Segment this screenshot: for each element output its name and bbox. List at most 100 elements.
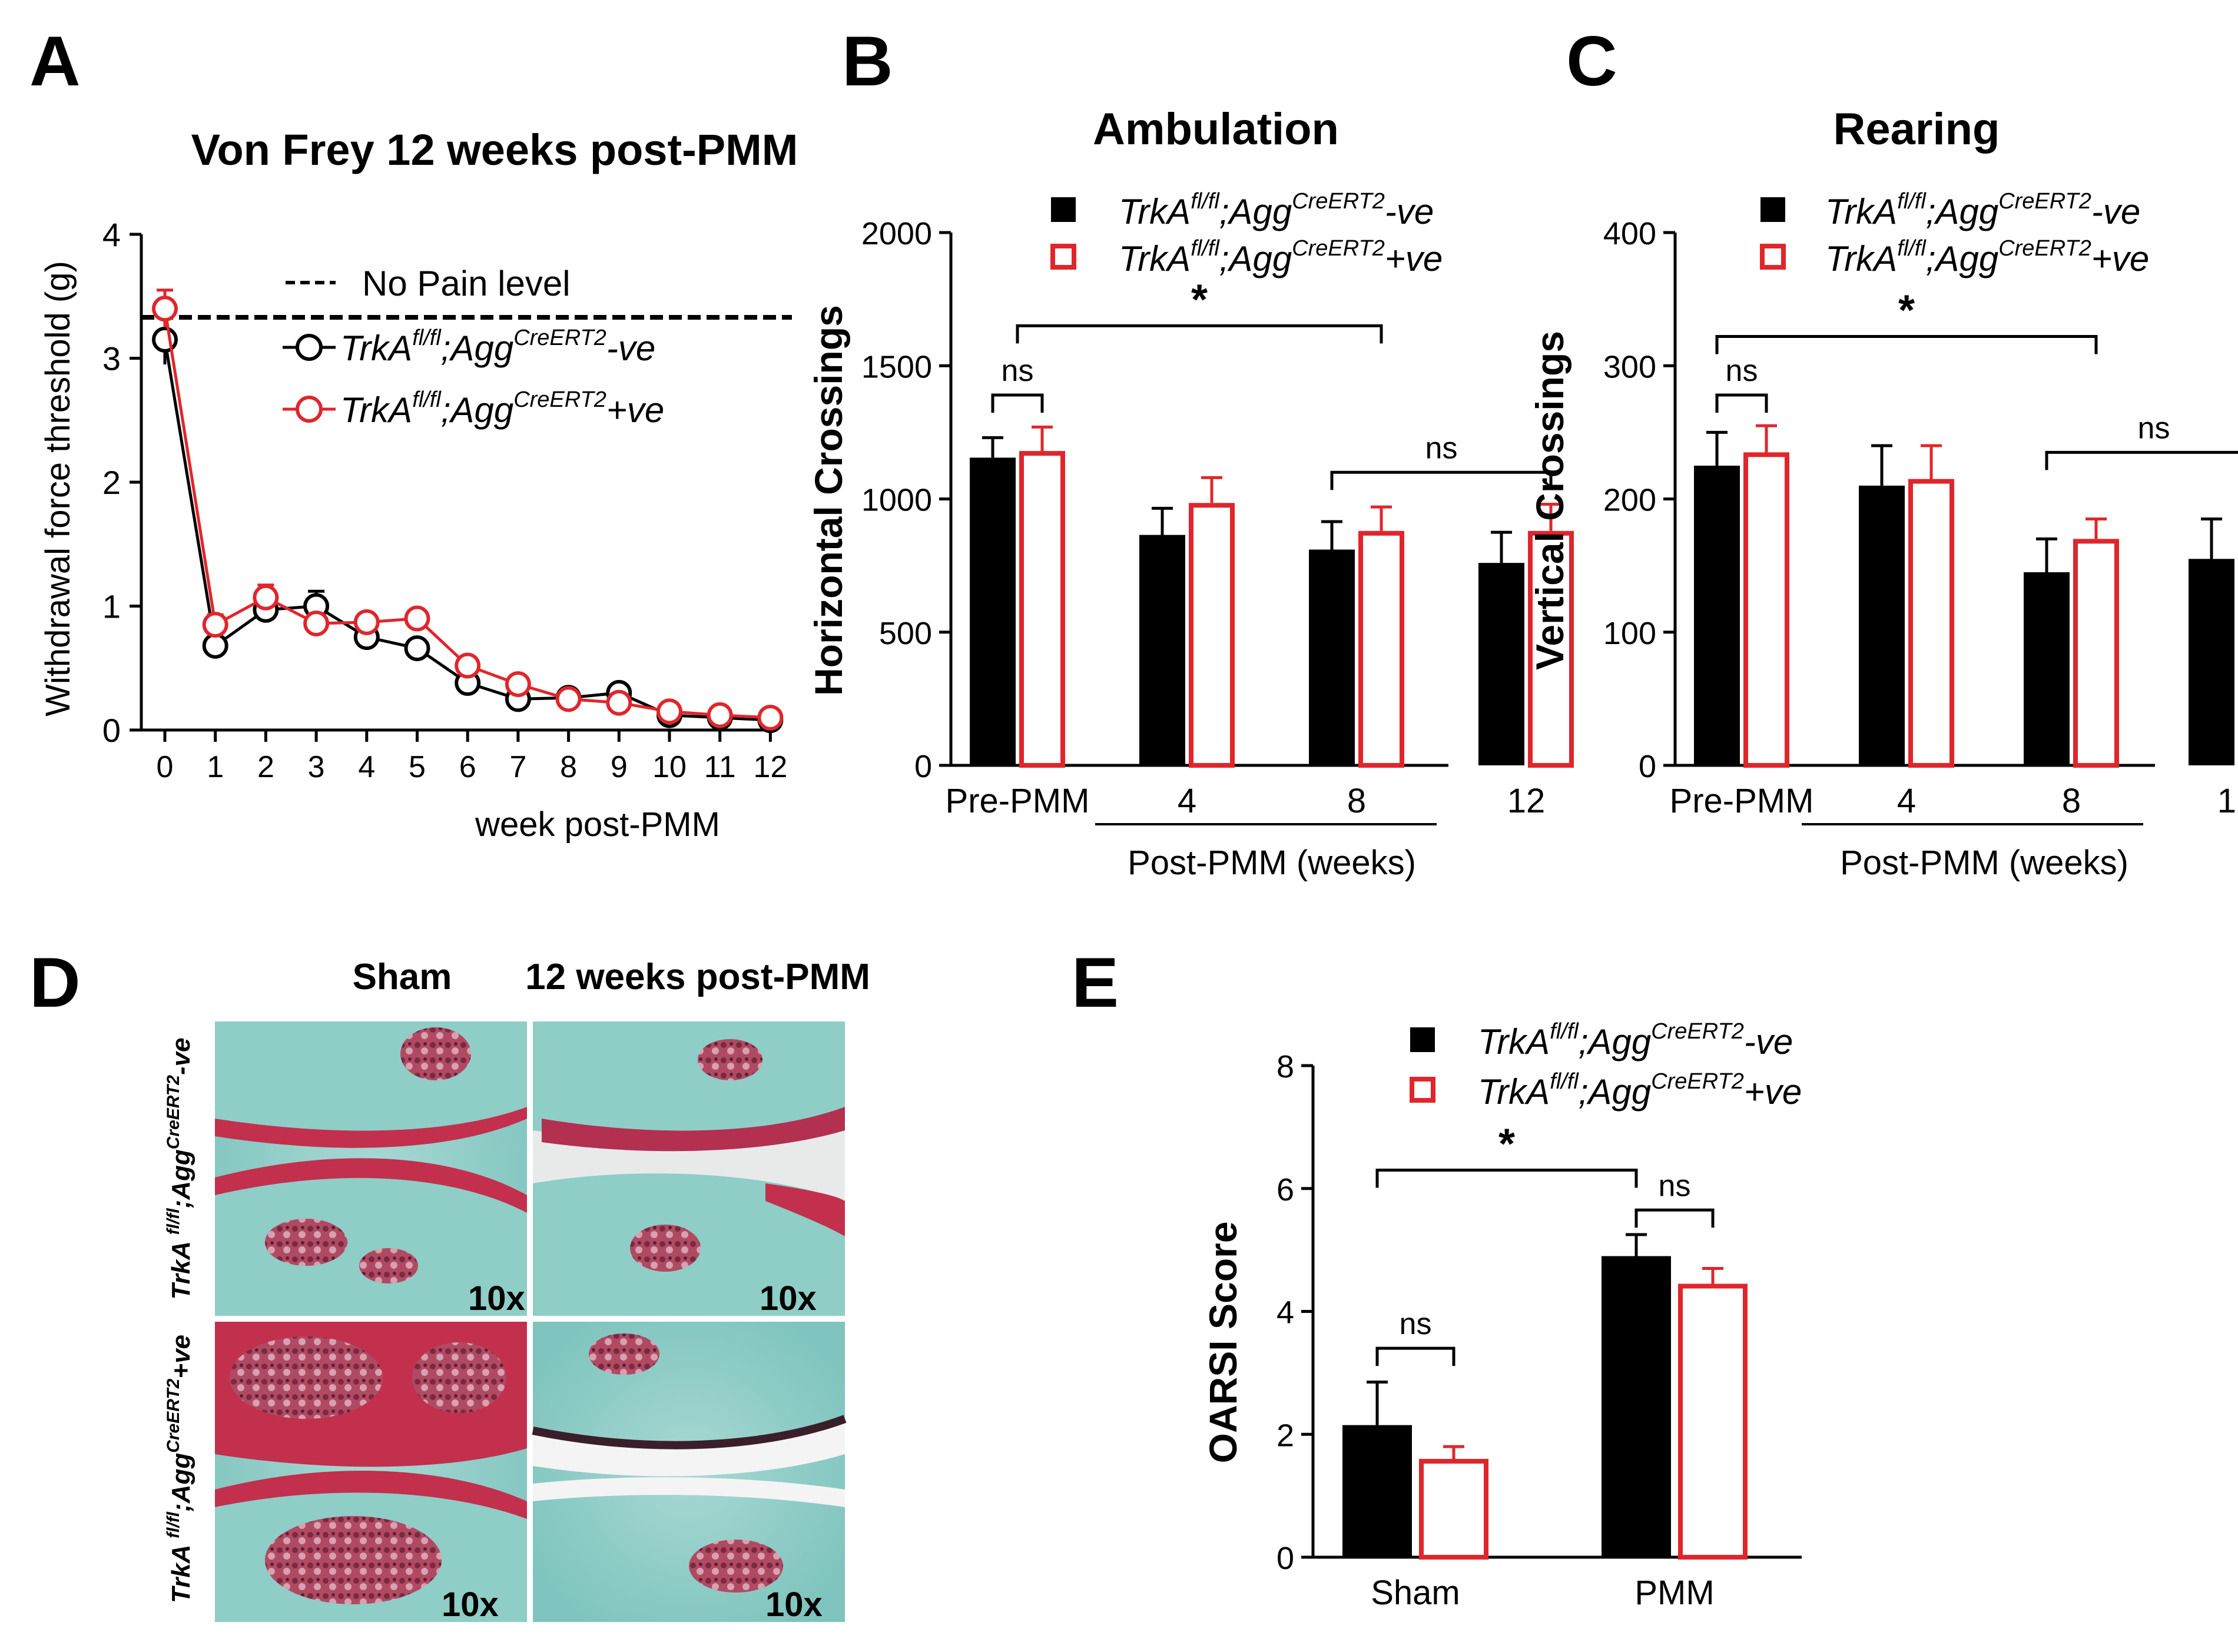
chart-a-xtick-label: 6 (459, 750, 476, 784)
chart-e-ytick-label: 8 (1277, 1049, 1294, 1084)
histology-mag-4: 10x (765, 1585, 823, 1624)
chart-a-ytick-label: 1 (102, 588, 121, 625)
chart-b-ytick-label: 1500 (861, 349, 932, 384)
legend-e-pos-swatch (1410, 1077, 1435, 1103)
chart-c-category-label: Pre-PMM (1670, 782, 1814, 820)
chart-a-point-pos (152, 296, 178, 322)
chart-b-bar-pos (1189, 503, 1235, 768)
legend-e-pos-label: TrkAfl/fl;AggCreERT2+ve (1478, 1069, 1802, 1112)
chart-e-significance-bracket (1634, 1208, 1715, 1228)
chart-c-bar-neg (2024, 572, 2070, 765)
chart-c-ytick-label: 400 (1603, 216, 1656, 251)
chart-a-xtick-label: 5 (409, 750, 426, 784)
panel-b-bar-chart: Ambulation Horizontal Crossings TrkAfl/f… (807, 104, 1574, 882)
legend-a-pos-marker (296, 396, 323, 423)
chart-c-category-label: 8 (2062, 782, 2081, 820)
chart-a-point-neg (202, 632, 228, 659)
chart-e-bar-pos (1678, 1283, 1748, 1560)
histology-image-sham-neg: 10x (215, 1021, 527, 1318)
chart-b-ylabel: Horizontal Crossings (807, 305, 850, 696)
chart-e-bar-neg (1342, 1425, 1412, 1557)
chart-c-legend: TrkAfl/fl;AggCreERT2-ve TrkAfl/fl;AggCre… (1760, 189, 2149, 278)
chart-a-point-pos (303, 610, 330, 636)
chart-e-category-label: Sham (1371, 1574, 1460, 1612)
chart-b-title: Ambulation (1093, 104, 1339, 154)
chart-e-significance-bracket (1375, 1346, 1455, 1366)
chart-c-bar-pos (1908, 479, 1954, 768)
chart-a-xtick-label: 0 (157, 750, 174, 784)
chart-a-point-neg (152, 326, 178, 353)
chart-e-legend: TrkAfl/fl;AggCreERT2-ve TrkAfl/fl;AggCre… (1410, 1019, 1802, 1112)
chart-c-bar-neg (1694, 465, 1740, 765)
chart-c-ytick-label: 100 (1603, 616, 1656, 651)
legend-c-pos-swatch (1760, 244, 1786, 270)
histology-row-label-pos: TrkA fl/fl;AggCreERT2+ve (164, 1335, 195, 1603)
chart-a-xtick-label: 7 (509, 750, 526, 784)
chart-a-xtick-label: 8 (560, 750, 577, 784)
histology-mag-1: 10x (468, 1279, 525, 1318)
chart-b-bar-pos (1528, 530, 1574, 768)
legend-e-neg-label: TrkAfl/fl;AggCreERT2-ve (1478, 1019, 1793, 1061)
chart-c-category-label: 12 (2217, 782, 2238, 820)
chart-c-ytick-label: 200 (1603, 483, 1656, 518)
chart-e-ylabel: OARSI Score (1201, 1222, 1245, 1464)
chart-b-bar-neg (970, 457, 1016, 765)
chart-b-significance-label: ns (1002, 354, 1034, 388)
chart-b-bar-neg (1139, 535, 1185, 765)
chart-e-bar-neg (1602, 1256, 1671, 1557)
chart-a-ytick-label: 2 (102, 464, 121, 501)
chart-a-title: Von Frey 12 weeks post-PMM (191, 125, 798, 174)
chart-e-ytick-label: 4 (1277, 1295, 1294, 1331)
chart-c-bar-pos (2073, 539, 2119, 768)
chart-b-ytick-label: 2000 (861, 216, 932, 251)
panel-label-d: D (29, 943, 81, 1022)
panel-label-c: C (1566, 22, 1617, 101)
chart-a-xtick-label: 10 (652, 750, 687, 784)
chart-a-xtick-label: 11 (704, 750, 736, 784)
legend-e-neg-swatch (1410, 1027, 1435, 1052)
legend-no-pain-label: No Pain level (362, 264, 571, 303)
panel-d-histology: Sham 12 weeks post-PMM TrkA fl/fl;AggCre… (164, 957, 870, 1624)
chart-b-ytick-label: 1000 (861, 483, 932, 518)
chart-b-significance-bracket (991, 393, 1044, 413)
chart-b-significance-label: ns (1425, 431, 1458, 465)
chart-a-xtick-label: 2 (257, 750, 274, 784)
chart-c-category-label: 4 (1897, 782, 1916, 820)
chart-b-bar-neg (1478, 563, 1524, 765)
chart-b-group-label: Post-PMM (weeks) (1128, 844, 1416, 882)
legend-b-neg-label: TrkAfl/fl;AggCreERT2-ve (1119, 189, 1434, 231)
legend-c-neg-label: TrkAfl/fl;AggCreERT2-ve (1825, 189, 2140, 231)
chart-a-point-pos (555, 686, 582, 712)
panel-a-line-chart: Von Frey 12 weeks post-PMM Withdrawal fo… (39, 125, 798, 844)
chart-c-bar-neg (1859, 485, 1905, 765)
chart-b-legend: TrkAfl/fl;AggCreERT2-ve TrkAfl/fl;AggCre… (1050, 189, 1443, 278)
chart-a-point-pos (404, 605, 430, 632)
chart-a-point-pos (202, 612, 228, 638)
chart-b-significance-bracket (1330, 470, 1553, 490)
chart-a-point-pos (707, 702, 733, 728)
chart-e-ytick-label: 6 (1277, 1172, 1294, 1208)
chart-b-bar-neg (1309, 549, 1355, 765)
panel-c-bar-chart: Rearing Vertical Crossings TrkAfl/fl;Agg… (1528, 104, 2238, 882)
chart-c-significance-bracket (2045, 450, 2238, 470)
chart-a-point-pos (353, 609, 380, 635)
chart-b-significance-label: * (1191, 276, 1208, 323)
panel-e-bar-chart: OARSI Score TrkAfl/fl;AggCreERT2-ve TrkA… (1201, 1019, 1802, 1612)
panel-label-b: B (842, 22, 893, 101)
chart-c-bar-pos (1743, 452, 1789, 768)
panel-label-a: A (29, 22, 81, 101)
chart-b-category-label: 12 (1507, 782, 1546, 820)
histology-col-pmm: 12 weeks post-PMM (525, 957, 870, 997)
chart-b-bar-pos (1358, 530, 1404, 768)
chart-a-xtick-label: 4 (358, 750, 375, 784)
chart-a-xtick-label: 3 (308, 750, 325, 784)
chart-c-ylabel: Vertical Crossings (1528, 331, 1571, 670)
histology-row-label-neg: TrkA fl/fl;AggCreERT2-ve (164, 1038, 195, 1300)
histology-image-sham-pos: 10x (215, 1322, 527, 1624)
chart-a-point-pos (657, 698, 682, 725)
histology-image-pmm-pos: 10x (532, 1322, 847, 1624)
chart-e-ytick-label: 2 (1277, 1418, 1294, 1453)
chart-e-ytick-label: 0 (1277, 1541, 1294, 1576)
chart-e-significance-label: ns (1400, 1307, 1432, 1341)
chart-b-ytick-label: 0 (914, 749, 932, 784)
